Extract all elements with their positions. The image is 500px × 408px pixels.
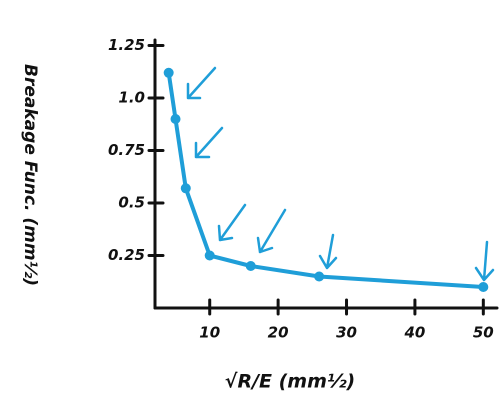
x-axis-title: √R/E (mm½) — [225, 371, 355, 393]
x-tick-label: 40 — [403, 324, 425, 342]
point — [204, 250, 215, 261]
line — [166, 70, 486, 289]
x-tick-label: 10 — [199, 324, 220, 342]
y-tick-label: 1.25 — [108, 36, 145, 54]
point — [314, 271, 325, 282]
point — [163, 67, 174, 78]
point — [478, 282, 489, 292]
y-tick-label: 0.75 — [108, 141, 145, 159]
x-tick-label: 30 — [336, 324, 357, 342]
point — [170, 114, 181, 124]
point — [245, 261, 256, 271]
y-tick-label: 1.0 — [118, 89, 145, 107]
y-axis-title: Breakage Func. (mm½) — [20, 64, 40, 286]
y-tick-label: 0.25 — [108, 246, 145, 264]
x-tick-label: 20 — [268, 324, 289, 342]
point — [180, 183, 191, 194]
y-tick-label: 0.5 — [118, 194, 145, 212]
x-tick-label: 50 — [473, 324, 494, 342]
annotation-arrows — [186, 66, 495, 282]
